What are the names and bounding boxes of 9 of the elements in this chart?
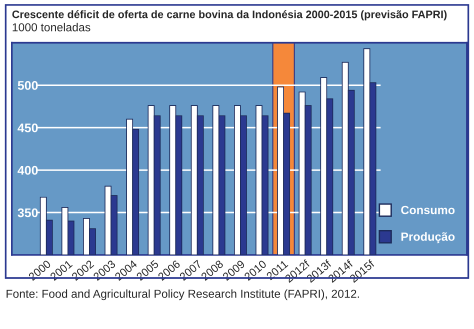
legend-label: Consumo xyxy=(401,206,455,214)
y-tick-label: 350 xyxy=(18,208,38,218)
chart-title: Crescente déficit de oferta de carne bovina da Indonésia 2000-2015 (previsão FAPRI) xyxy=(12,10,447,20)
chart-subtitle: 1000 toneladas xyxy=(12,22,90,32)
y-tick-label: 500 xyxy=(18,81,38,90)
y-tick-label: 400 xyxy=(18,166,38,175)
source-note: Fonte: Food and Agricultural Policy Research Institute (FAPRI), 2012. xyxy=(6,289,359,300)
legend-label: Produção xyxy=(401,232,455,244)
y-tick-label: 450 xyxy=(18,123,38,132)
